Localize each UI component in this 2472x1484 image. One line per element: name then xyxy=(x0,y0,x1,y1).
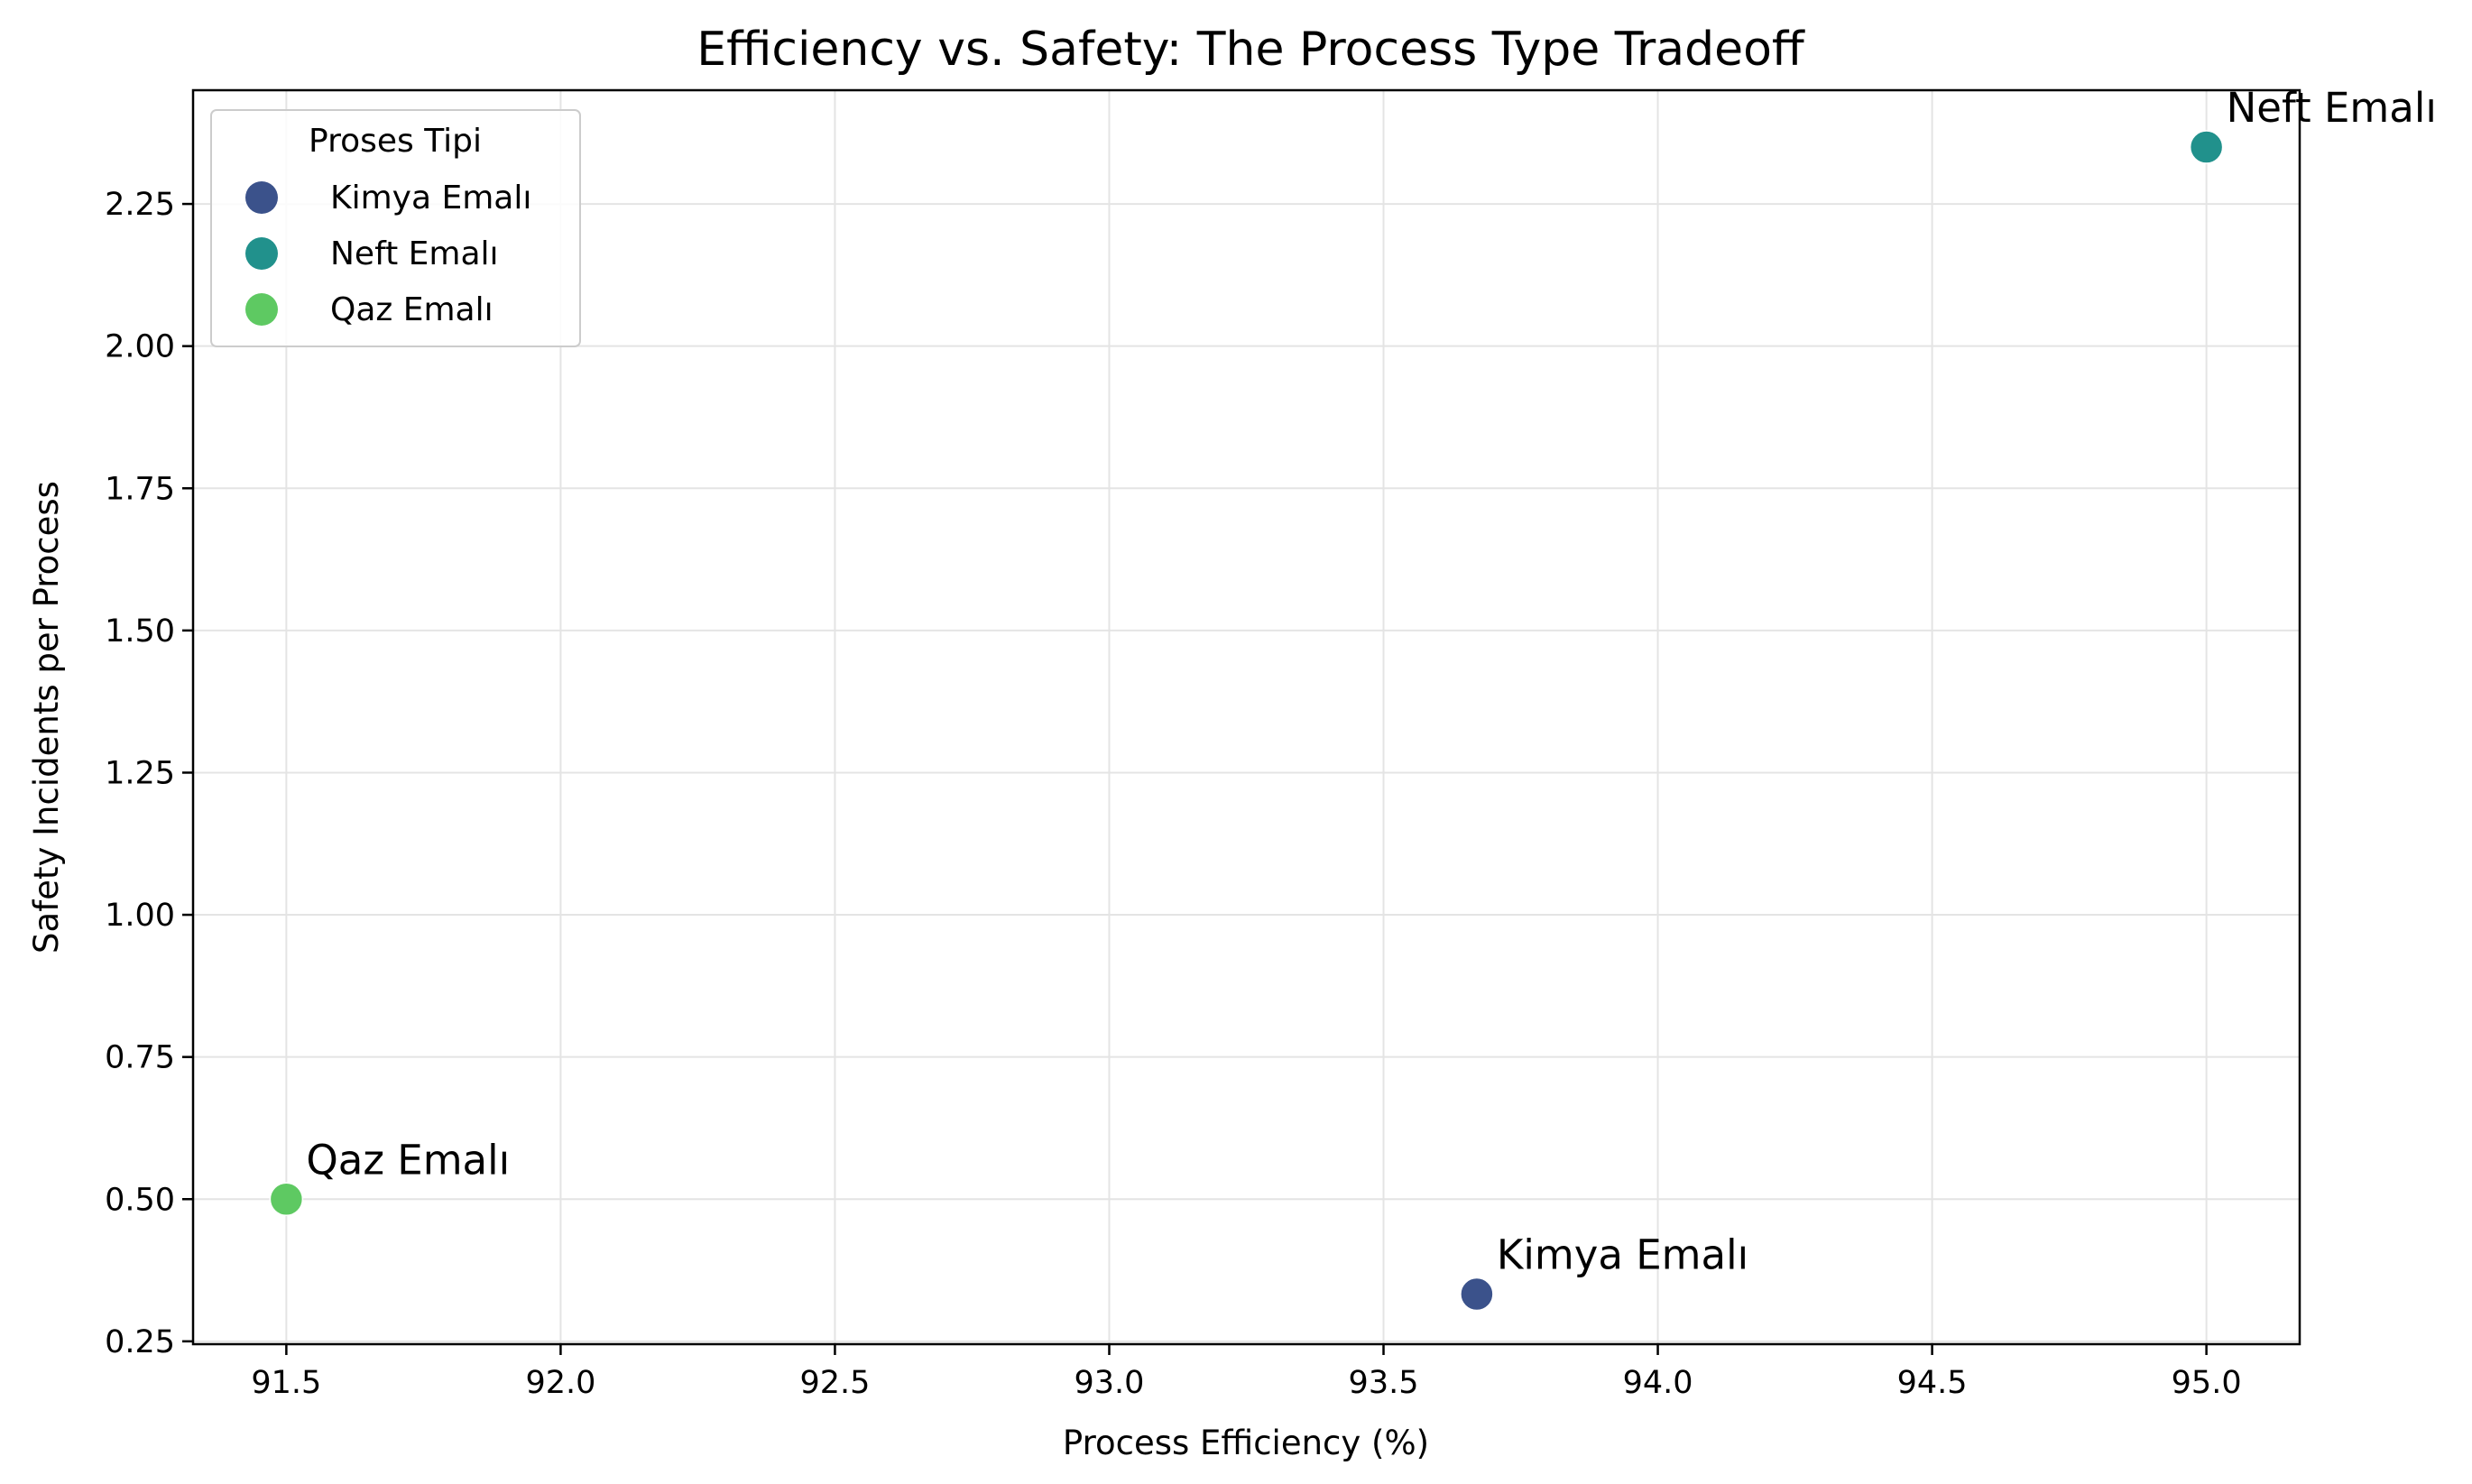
legend-marker xyxy=(245,181,278,214)
y-tick-label: 0.25 xyxy=(105,1324,175,1360)
y-tick-label: 1.50 xyxy=(105,613,175,650)
legend-box xyxy=(210,109,581,347)
plot-area-frame xyxy=(191,88,2301,1346)
legend-marker xyxy=(245,237,278,270)
data-point xyxy=(1460,1277,1494,1312)
y-tick-label: 1.25 xyxy=(105,755,175,791)
x-axis-ticks: 91.5 92.0 92.5 93.0 93.5 94.0 94.5 95.0 xyxy=(251,1344,2242,1401)
x-tick-label: 94.5 xyxy=(1897,1365,1968,1401)
point-label: Neft Emalı xyxy=(2227,84,2437,132)
chart-title: Efficiency vs. Safety: The Process Type … xyxy=(696,23,1805,77)
legend-title: Proses Tipi xyxy=(309,123,482,160)
x-tick-label: 91.5 xyxy=(251,1365,321,1401)
data-point xyxy=(2189,130,2224,164)
x-tick-label: 92.5 xyxy=(799,1365,870,1401)
data-points xyxy=(269,130,2224,1312)
y-tick-label: 2.25 xyxy=(105,187,175,223)
x-axis-label: Process Efficiency (%) xyxy=(1063,1424,1429,1462)
legend-entry-label: Qaz Emalı xyxy=(330,291,493,328)
y-axis-label: Safety Incidents per Process xyxy=(27,481,66,954)
x-tick-label: 92.0 xyxy=(525,1365,595,1401)
legend-entry-label: Neft Emalı xyxy=(330,235,499,272)
grid-lines xyxy=(193,90,2300,1344)
legend-entry-label: Kimya Emalı xyxy=(330,180,531,217)
legend: Proses Tipi Kimya Emalı Neft Emalı Qaz Ema… xyxy=(210,109,581,347)
y-tick-label: 0.50 xyxy=(105,1182,175,1218)
y-tick-label: 2.00 xyxy=(105,329,175,365)
x-tick-label: 94.0 xyxy=(1623,1365,1693,1401)
legend-items: Kimya Emalı Neft Emalı Qaz Emalı xyxy=(245,180,531,328)
legend-marker xyxy=(245,293,278,326)
point-label: Kimya Emalı xyxy=(1497,1231,1748,1279)
x-tick-label: 93.0 xyxy=(1075,1365,1145,1401)
y-tick-label: 0.75 xyxy=(105,1040,175,1076)
y-tick-label: 1.00 xyxy=(105,898,175,934)
point-labels: Kimya Emalı Neft Emalı Qaz Emalı xyxy=(306,84,2436,1278)
x-tick-label: 93.5 xyxy=(1349,1365,1419,1401)
y-axis-ticks: 0.25 0.50 0.75 1.00 1.25 1.50 1.75 2.00 2.25 xyxy=(105,187,193,1360)
y-tick-label: 1.75 xyxy=(105,471,175,507)
point-label: Qaz Emalı xyxy=(306,1136,510,1184)
x-tick-label: 95.0 xyxy=(2172,1365,2242,1401)
data-point xyxy=(269,1182,304,1217)
